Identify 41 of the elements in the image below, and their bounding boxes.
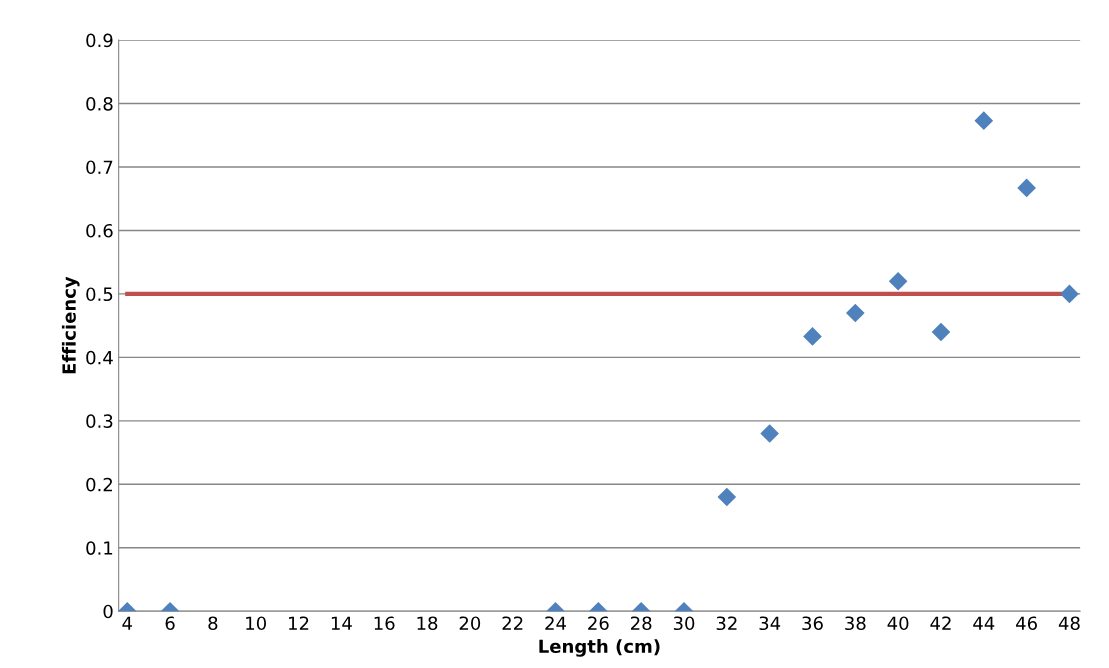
x-axis-title: Length (cm) [539,639,660,657]
point [931,322,951,342]
x-tick-label: 14 [331,616,352,630]
y-tick-label: 0.1 [86,541,113,555]
y-tick-label: 0.3 [86,414,113,428]
x-tick-label: 16 [374,616,395,631]
x-tick-label: 20 [459,616,481,631]
x-tick-label: 12 [289,616,309,630]
x-tick-label: 34 [759,616,781,631]
point [1060,284,1079,304]
y-tick-label: 0.8 [86,97,113,111]
x-tick-label: 38 [845,616,866,631]
x-tick-label: 4 [122,616,132,630]
x-tick-label: 36 [802,616,823,631]
x-tick-label: 28 [631,616,652,631]
y-tick-label: 0.9 [86,33,113,48]
point [846,303,865,323]
x-tick-label: 6 [165,616,175,631]
y-tick-label: 0.4 [86,350,113,365]
y-tick-label: 0 [103,604,113,619]
y-tick-label: 0.2 [86,477,112,492]
point [803,327,822,346]
x-tick-label: 40 [887,616,909,631]
point [888,271,908,291]
x-tick-label: 10 [246,616,266,631]
x-tick-label: 46 [1016,616,1037,631]
x-tick-label: 24 [545,616,566,630]
y-tick-label: 0.6 [86,223,113,238]
x-tick-label: 48 [1058,616,1080,631]
x-tick-label: 22 [502,616,523,630]
x-tick-label: 44 [973,616,995,630]
y-tick-label: 0.5 [86,287,113,302]
x-tick-label: 32 [716,616,737,631]
x-tick-label: 8 [208,616,218,631]
x-tick-label: 18 [417,616,438,631]
point [1017,178,1036,198]
x-tick-label: 26 [588,616,609,631]
y-tick-label: 0.7 [86,160,113,175]
y-axis-title: Efficiency [61,276,80,374]
x-tick-label: 42 [930,616,951,630]
x-tick-label: 30 [673,616,695,631]
